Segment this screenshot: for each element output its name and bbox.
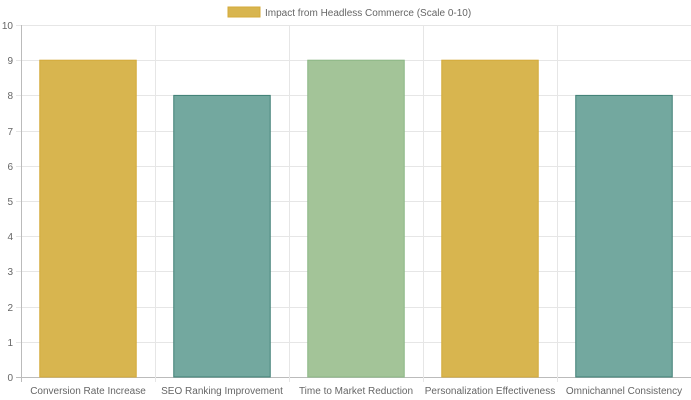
x-tick-label: Time to Market Reduction <box>299 386 413 397</box>
legend-label: Impact from Headless Commerce (Scale 0-1… <box>265 8 471 19</box>
legend[interactable]: Impact from Headless Commerce (Scale 0-1… <box>227 6 471 19</box>
x-tick-label: Personalization Effectiveness <box>425 386 555 397</box>
y-tick-label: 6 <box>7 162 13 173</box>
x-tick-label: SEO Ranking Improvement <box>161 386 283 397</box>
y-tick-label: 2 <box>7 303 13 314</box>
y-tick-label: 8 <box>7 91 13 102</box>
y-axis: 0 1 2 3 4 5 6 7 8 9 10 <box>2 21 14 384</box>
y-tick-label: 5 <box>7 197 13 208</box>
x-tick-label: Omnichannel Consistency <box>566 386 682 397</box>
bar[interactable] <box>173 94 271 378</box>
y-tick-label: 7 <box>7 127 13 138</box>
y-tick-label: 4 <box>7 232 13 243</box>
bar[interactable] <box>575 94 673 378</box>
bar[interactable] <box>441 59 539 378</box>
legend-swatch <box>227 6 261 18</box>
y-tick-label: 1 <box>7 338 13 349</box>
x-tick-label: Conversion Rate Increase <box>30 386 146 397</box>
x-axis: Conversion Rate Increase SEO Ranking Impr… <box>30 386 682 397</box>
bar[interactable] <box>39 59 137 378</box>
bar[interactable] <box>307 59 405 378</box>
y-tick-label: 3 <box>7 267 13 278</box>
y-tick-label: 10 <box>2 21 14 32</box>
y-tick-label: 0 <box>7 373 13 384</box>
y-tick-label: 9 <box>7 56 13 67</box>
bars <box>39 59 673 378</box>
